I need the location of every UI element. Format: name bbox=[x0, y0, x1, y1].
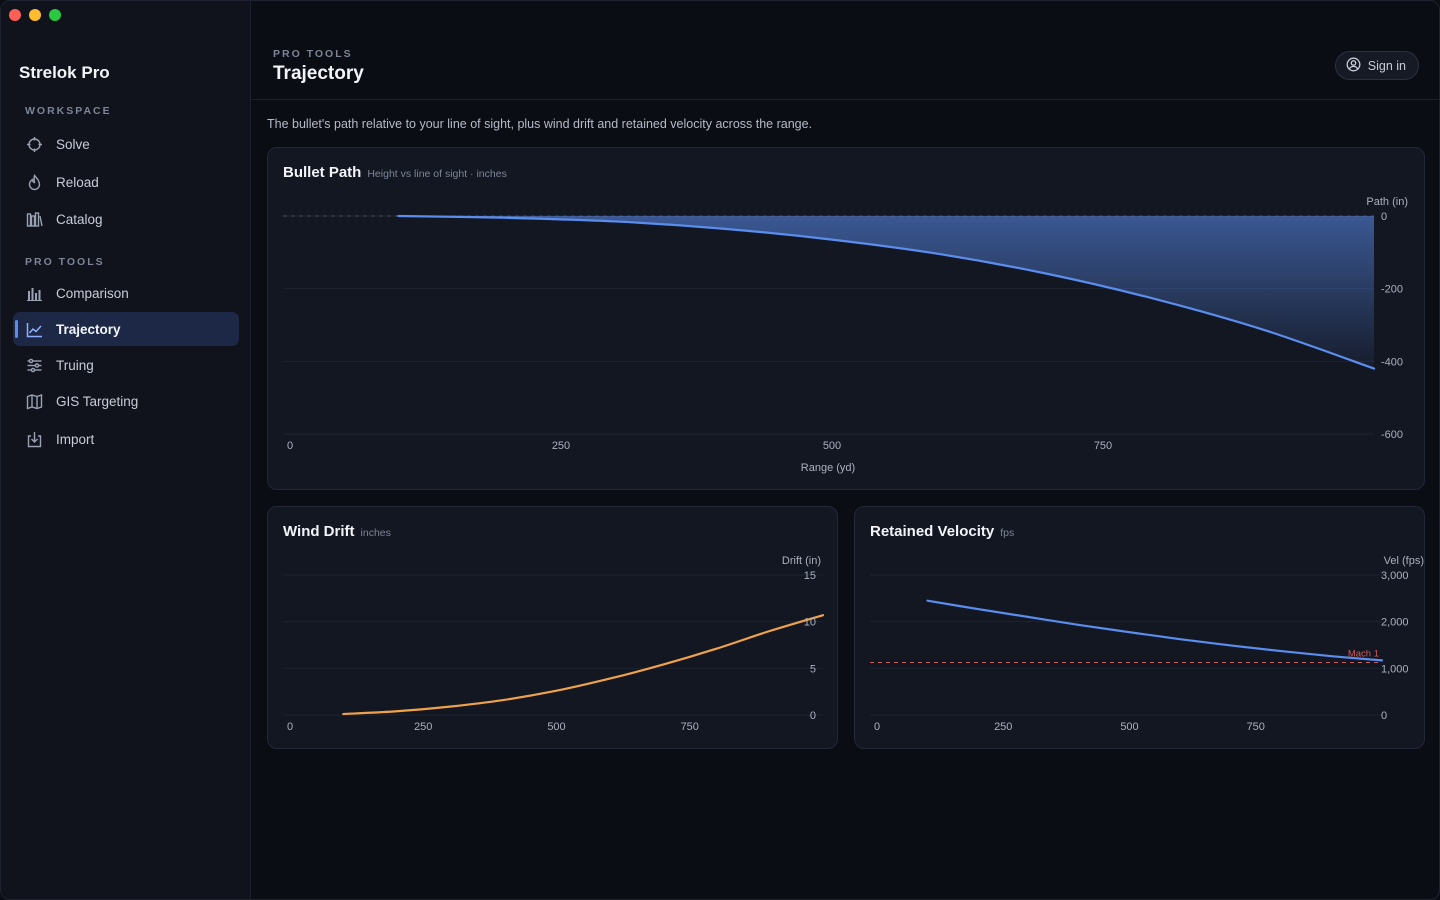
crosshair-icon bbox=[25, 135, 43, 153]
chart-title: Retained Velocity bbox=[870, 523, 995, 540]
x-tick-label: 0 bbox=[287, 440, 293, 452]
y-tick-label: 0 bbox=[810, 710, 816, 722]
retained-velocity-title: Retained Velocity fps bbox=[870, 523, 1014, 540]
y-axis-title: Path (in) bbox=[1366, 196, 1408, 208]
sidebar-item-label: Truing bbox=[56, 357, 94, 373]
y-tick-label: -200 bbox=[1381, 284, 1403, 296]
close-window-button[interactable] bbox=[9, 9, 21, 21]
y-tick-label: 0 bbox=[1381, 710, 1387, 722]
y-tick-label: 5 bbox=[810, 663, 816, 675]
x-tick-label: 500 bbox=[823, 440, 841, 452]
sidebar-item-comparison[interactable]: Comparison bbox=[13, 276, 239, 310]
y-tick-label: 2,000 bbox=[1381, 617, 1409, 629]
sidebar-item-label: Solve bbox=[56, 136, 90, 152]
window-controls bbox=[9, 9, 61, 21]
x-tick-label: 250 bbox=[552, 440, 570, 452]
chart-title: Bullet Path bbox=[283, 164, 362, 181]
wind-drift-title: Wind Drift inches bbox=[283, 523, 391, 540]
sidebar-item-gis-targeting[interactable]: GIS Targeting bbox=[13, 384, 239, 418]
chart-title: Wind Drift bbox=[283, 523, 355, 540]
area-fill bbox=[398, 216, 1374, 369]
x-tick-label: 250 bbox=[414, 721, 432, 733]
x-tick-label: 750 bbox=[1094, 440, 1112, 452]
sign-in-label: Sign in bbox=[1367, 58, 1406, 73]
x-tick-label: 0 bbox=[287, 721, 293, 733]
x-tick-label: 250 bbox=[994, 721, 1012, 733]
map-icon bbox=[25, 392, 43, 410]
y-tick-label: 0 bbox=[1381, 211, 1387, 223]
page-description: The bullet's path relative to your line … bbox=[267, 117, 813, 131]
retained-velocity-chart: Mach 1 0 1,000 2,000 3,000 Vel (fps) 0 250 500 75… bbox=[870, 555, 1424, 733]
wind-drift-card: Wind Drift inches 0 5 10 15 Drift (in) 0 250 500… bbox=[267, 506, 838, 749]
page-title: Trajectory bbox=[273, 63, 364, 84]
sidebar-item-label: GIS Targeting bbox=[56, 393, 139, 409]
sidebar-section-pro-tools: PRO TOOLS bbox=[25, 256, 105, 268]
chart-subtitle: Height vs line of sight · inches bbox=[367, 168, 507, 180]
series-line bbox=[397, 214, 1376, 370]
x-tick-label: 500 bbox=[547, 721, 565, 733]
flame-icon bbox=[25, 173, 43, 191]
wind-drift-chart: 0 5 10 15 Drift (in) 0 250 500 750 bbox=[283, 555, 825, 733]
page-header: PRO TOOLS Trajectory Sign in bbox=[251, 1, 1439, 100]
series-line bbox=[342, 614, 825, 716]
breadcrumb: PRO TOOLS bbox=[273, 48, 353, 60]
sidebar-item-trajectory[interactable]: Trajectory bbox=[13, 312, 239, 346]
user-circle-icon bbox=[1346, 57, 1361, 75]
y-tick-label: -600 bbox=[1381, 429, 1403, 441]
sidebar: Strelok Pro WORKSPACE Solve Reload Catal… bbox=[1, 1, 251, 899]
minimize-window-button[interactable] bbox=[29, 9, 41, 21]
sidebar-item-solve[interactable]: Solve bbox=[13, 127, 239, 161]
sidebar-item-truing[interactable]: Truing bbox=[13, 348, 239, 382]
app-title: Strelok Pro bbox=[19, 63, 110, 82]
main-content: PRO TOOLS Trajectory Sign in The bullet'… bbox=[251, 1, 1439, 899]
sidebar-item-label: Trajectory bbox=[56, 321, 121, 337]
bullet-path-card: Bullet Path Height vs line of sight · inc… bbox=[267, 147, 1425, 490]
y-tick-label: 10 bbox=[804, 617, 816, 629]
x-tick-label: 750 bbox=[681, 721, 699, 733]
y-tick-label: 3,000 bbox=[1381, 570, 1409, 582]
y-axis-title: Drift (in) bbox=[782, 555, 821, 567]
series-line bbox=[926, 599, 1384, 662]
sidebar-section-workspace: WORKSPACE bbox=[25, 105, 112, 117]
sidebar-item-label: Catalog bbox=[56, 211, 103, 227]
sliders-icon bbox=[25, 356, 43, 374]
x-axis-title: Range (yd) bbox=[801, 462, 855, 474]
sidebar-item-label: Reload bbox=[56, 174, 99, 190]
bar-chart-icon bbox=[25, 284, 43, 302]
import-icon bbox=[25, 430, 43, 448]
y-tick-label: -400 bbox=[1381, 356, 1403, 368]
retained-velocity-card: Retained Velocity fps Mach 1 0 1,000 2,000 3,… bbox=[854, 506, 1425, 749]
chart-subtitle: fps bbox=[1000, 527, 1015, 539]
y-tick-label: 15 bbox=[804, 570, 816, 582]
reference-label: Mach 1 bbox=[1348, 649, 1379, 660]
x-tick-label: 500 bbox=[1120, 721, 1138, 733]
bullet-path-chart: 0 -200 -400 -600 Path (in) 0 250 500 750 Range (y… bbox=[283, 196, 1408, 474]
y-axis-title: Vel (fps) bbox=[1384, 555, 1424, 567]
bullet-path-title: Bullet Path Height vs line of sight · inc… bbox=[283, 164, 507, 181]
chart-subtitle: inches bbox=[360, 527, 391, 539]
maximize-window-button[interactable] bbox=[49, 9, 61, 21]
sidebar-item-label: Comparison bbox=[56, 285, 129, 301]
sidebar-item-catalog[interactable]: Catalog bbox=[13, 202, 239, 236]
x-tick-label: 0 bbox=[874, 721, 880, 733]
line-chart-icon bbox=[25, 320, 43, 338]
sign-in-button[interactable]: Sign in bbox=[1334, 51, 1419, 80]
y-tick-label: 1,000 bbox=[1381, 663, 1409, 675]
sidebar-item-import[interactable]: Import bbox=[13, 422, 239, 456]
library-icon bbox=[25, 210, 43, 228]
sidebar-item-label: Import bbox=[56, 431, 95, 447]
sidebar-item-reload[interactable]: Reload bbox=[13, 165, 239, 199]
x-tick-label: 750 bbox=[1247, 721, 1265, 733]
